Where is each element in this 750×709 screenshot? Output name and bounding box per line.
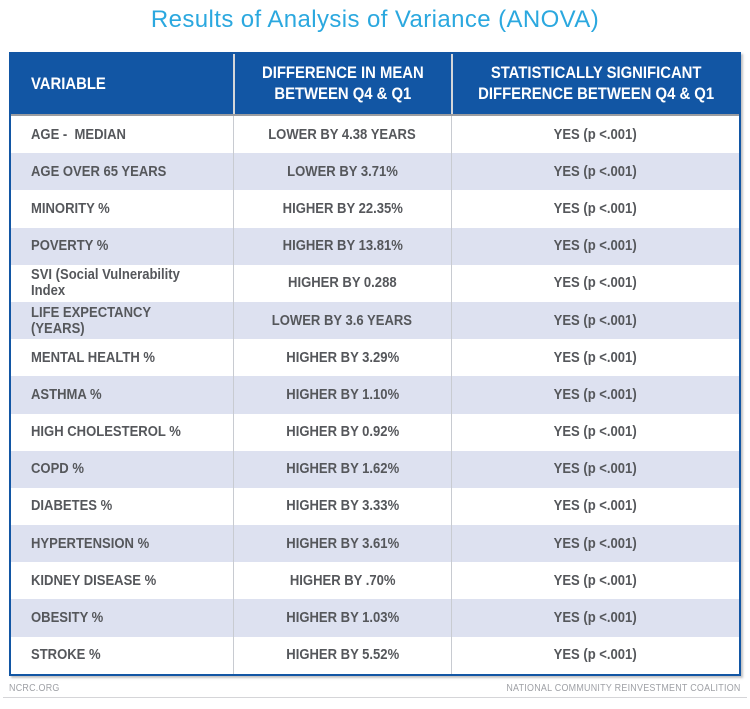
cell-significance: YES (p <.001) [450, 376, 739, 414]
cell-variable: ASTHMA % [31, 386, 102, 403]
cell-variable: MINORITY % [31, 200, 110, 217]
cell-difference-in-mean: HIGHER BY 1.62% [233, 450, 451, 488]
cell-significance: YES (p <.001) [450, 525, 739, 563]
cell-variable: AGE - MEDIAN [31, 126, 126, 143]
table-row: AGE OVER 65 YEARS LOWER BY 3.71% YES (p … [11, 153, 739, 191]
table-row: STROKE % HIGHER BY 5.52% YES (p <.001) [11, 636, 739, 674]
cell-difference-in-mean: HIGHER BY 1.10% [233, 376, 451, 414]
cell-difference-in-mean: HIGHER BY 5.52% [233, 636, 451, 674]
cell-significance: YES (p <.001) [450, 190, 739, 228]
cell-difference-in-mean: HIGHER BY 22.35% [233, 190, 451, 228]
column-header-variable-label: VARIABLE [31, 74, 106, 93]
table-row: KIDNEY DISEASE % HIGHER BY .70% YES (p <… [11, 562, 739, 600]
cell-variable: AGE OVER 65 YEARS [31, 163, 167, 180]
cell-variable: COPD % [31, 461, 84, 478]
column-header-significance-label: STATISTICALLY SIGNIFICANT DIFFERENCE BET… [477, 64, 714, 103]
footer-divider-line [3, 697, 747, 698]
table-row: POVERTY % HIGHER BY 13.81% YES (p <.001) [11, 227, 739, 265]
table-row: SVI (Social Vulnerability Index HIGHER B… [11, 264, 739, 302]
table-row: OBESITY % HIGHER BY 1.03% YES (p <.001) [11, 599, 739, 637]
cell-difference-in-mean: HIGHER BY 3.33% [233, 487, 451, 526]
cell-difference-in-mean: LOWER BY 3.71% [233, 153, 451, 191]
cell-significance: YES (p <.001) [450, 116, 739, 154]
cell-significance: YES (p <.001) [450, 487, 739, 526]
cell-difference-in-mean: HIGHER BY 0.92% [233, 413, 451, 451]
footer-organization-name: NATIONAL COMMUNITY REINVESTMENT COALITIO… [506, 682, 741, 694]
table-row: HIGH CHOLESTEROL % HIGHER BY 0.92% YES (… [11, 413, 739, 451]
cell-variable: HYPERTENSION % [31, 535, 150, 552]
cell-difference-in-mean: HIGHER BY 1.03% [233, 599, 451, 637]
cell-variable: KIDNEY DISEASE % [31, 572, 157, 589]
cell-significance: YES (p <.001) [450, 636, 739, 674]
anova-table: VARIABLE DIFFERENCE IN MEAN BETWEEN Q4 &… [9, 52, 741, 676]
cell-significance: YES (p <.001) [450, 339, 739, 377]
column-header-difference-label: DIFFERENCE IN MEAN BETWEEN Q4 & Q1 [262, 64, 428, 103]
footer-website-url: NCRC.ORG [9, 682, 60, 694]
cell-significance: YES (p <.001) [450, 450, 739, 488]
cell-significance: YES (p <.001) [450, 562, 739, 600]
table-row: MINORITY % HIGHER BY 22.35% YES (p <.001… [11, 190, 739, 228]
cell-difference-in-mean: HIGHER BY 3.61% [233, 525, 451, 563]
cell-variable: LIFE EXPECTANCY (YEARS) [31, 304, 155, 337]
table-row: AGE - MEDIAN LOWER BY 4.38 YEARS YES (p … [11, 116, 739, 154]
table-row: ASTHMA % HIGHER BY 1.10% YES (p <.001) [11, 376, 739, 414]
table-row: DIABETES % HIGHER BY 3.33% YES (p <.001) [11, 487, 739, 526]
cell-variable: HIGH CHOLESTEROL % [31, 424, 181, 441]
cell-significance: YES (p <.001) [450, 227, 739, 265]
cell-significance: YES (p <.001) [450, 264, 739, 302]
column-header-variable: VARIABLE [11, 54, 233, 114]
column-header-statistical-significance: STATISTICALLY SIGNIFICANT DIFFERENCE BET… [450, 54, 739, 114]
cell-variable: POVERTY % [31, 238, 109, 255]
table-row: COPD % HIGHER BY 1.62% YES (p <.001) [11, 450, 739, 488]
cell-difference-in-mean: LOWER BY 4.38 YEARS [233, 116, 451, 154]
cell-variable: MENTAL HEALTH % [31, 349, 155, 366]
cell-difference-in-mean: HIGHER BY 0.288 [233, 264, 451, 302]
cell-significance: YES (p <.001) [450, 301, 739, 340]
page-title: Results of Analysis of Variance (ANOVA) [150, 6, 600, 33]
table-row: MENTAL HEALTH % HIGHER BY 3.29% YES (p <… [11, 339, 739, 377]
cell-significance: YES (p <.001) [450, 413, 739, 451]
cell-variable: DIABETES % [31, 498, 113, 515]
cell-variable: STROKE % [31, 647, 101, 664]
cell-variable: SVI (Social Vulnerability Index [31, 267, 184, 300]
cell-difference-in-mean: HIGHER BY .70% [233, 562, 451, 600]
cell-difference-in-mean: LOWER BY 3.6 YEARS [233, 301, 451, 340]
table-row: LIFE EXPECTANCY (YEARS) LOWER BY 3.6 YEA… [11, 301, 739, 340]
column-header-difference-in-mean: DIFFERENCE IN MEAN BETWEEN Q4 & Q1 [233, 54, 451, 114]
cell-difference-in-mean: HIGHER BY 13.81% [233, 227, 451, 265]
cell-difference-in-mean: HIGHER BY 3.29% [233, 339, 451, 377]
table-body: AGE - MEDIAN LOWER BY 4.38 YEARS YES (p … [11, 116, 739, 674]
cell-significance: YES (p <.001) [450, 599, 739, 637]
cell-significance: YES (p <.001) [450, 153, 739, 191]
table-row: HYPERTENSION % HIGHER BY 3.61% YES (p <.… [11, 525, 739, 563]
table-header-row: VARIABLE DIFFERENCE IN MEAN BETWEEN Q4 &… [11, 54, 739, 116]
footer: NCRC.ORG NATIONAL COMMUNITY REINVESTMENT… [9, 682, 741, 694]
cell-variable: OBESITY % [31, 610, 104, 627]
